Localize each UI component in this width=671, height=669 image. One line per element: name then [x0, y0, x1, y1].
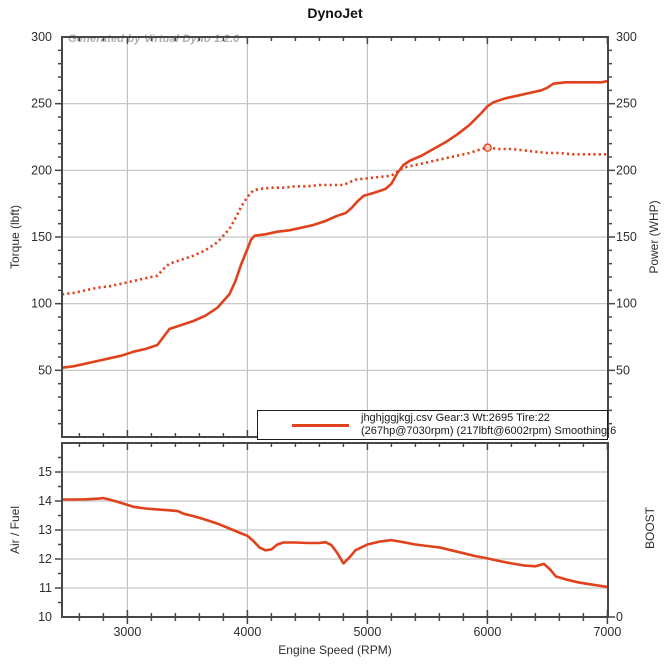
- torque-tick-label: 100: [31, 297, 52, 311]
- series-power_whp: [62, 79, 608, 369]
- bottom-chart-grid: [62, 443, 608, 617]
- top-chart-grid: [62, 37, 608, 437]
- power-axis-label: Power (WHP): [647, 200, 661, 274]
- afr-tick-label: 14: [38, 494, 52, 508]
- afr-tick-label: 12: [38, 552, 52, 566]
- boost-tick-label: 0: [616, 610, 623, 624]
- legend-run-info: jhghjggjkgj.csv Gear:3 Wt:2695 Tire:22: [361, 412, 550, 424]
- torque-tick-label: 50: [38, 363, 52, 377]
- bottom-chart-series: [62, 496, 608, 589]
- x-tick-label: 3000: [113, 625, 141, 639]
- afr-tick-label: 15: [38, 465, 52, 479]
- legend: jhghjggjkgj.csv Gear:3 Wt:2695 Tire:22 (…: [257, 410, 616, 440]
- power-tick-label: 150: [616, 230, 637, 244]
- torque-tick-label: 250: [31, 97, 52, 111]
- afr-tick-label: 10: [38, 610, 52, 624]
- x-tick-label: 6000: [473, 625, 501, 639]
- boost-axis-label: BOOST: [643, 506, 657, 550]
- torque-tick-label: 300: [31, 30, 52, 44]
- bottom-chart: [55, 442, 609, 624]
- series-torque_lbft: [62, 146, 608, 296]
- afr-tick-label: 11: [39, 581, 52, 595]
- power-tick-label: 250: [616, 97, 637, 111]
- afr-tick-label: 13: [38, 523, 52, 537]
- power-tick-label: 100: [616, 297, 637, 311]
- torque-tick-label: 200: [31, 163, 52, 177]
- torque-axis-label: Torque (lbft): [8, 204, 22, 270]
- legend-line-swatch: [292, 423, 349, 427]
- bottom-chart-ticks: [55, 443, 609, 624]
- power-tick-label: 300: [616, 30, 637, 44]
- torque-tick-label: 150: [31, 230, 52, 244]
- x-tick-label: 4000: [233, 625, 261, 639]
- x-tick-label: 7000: [593, 625, 621, 639]
- chart-title: DynoJet: [307, 5, 363, 21]
- x-tick-label: 5000: [353, 625, 381, 639]
- afr-axis-label: Air / Fuel: [8, 505, 22, 555]
- series-air_fuel: [62, 496, 608, 589]
- x-axis-label: Engine Speed (RPM): [278, 643, 392, 657]
- power-tick-label: 50: [616, 363, 630, 377]
- top-chart: [55, 36, 615, 438]
- peak-torque-marker: [483, 143, 492, 152]
- legend-peak-info: (267hp@7030rpm) (217lbft@6002rpm) Smooth…: [361, 425, 617, 437]
- top-chart-series: [62, 79, 608, 369]
- power-tick-label: 200: [616, 163, 637, 177]
